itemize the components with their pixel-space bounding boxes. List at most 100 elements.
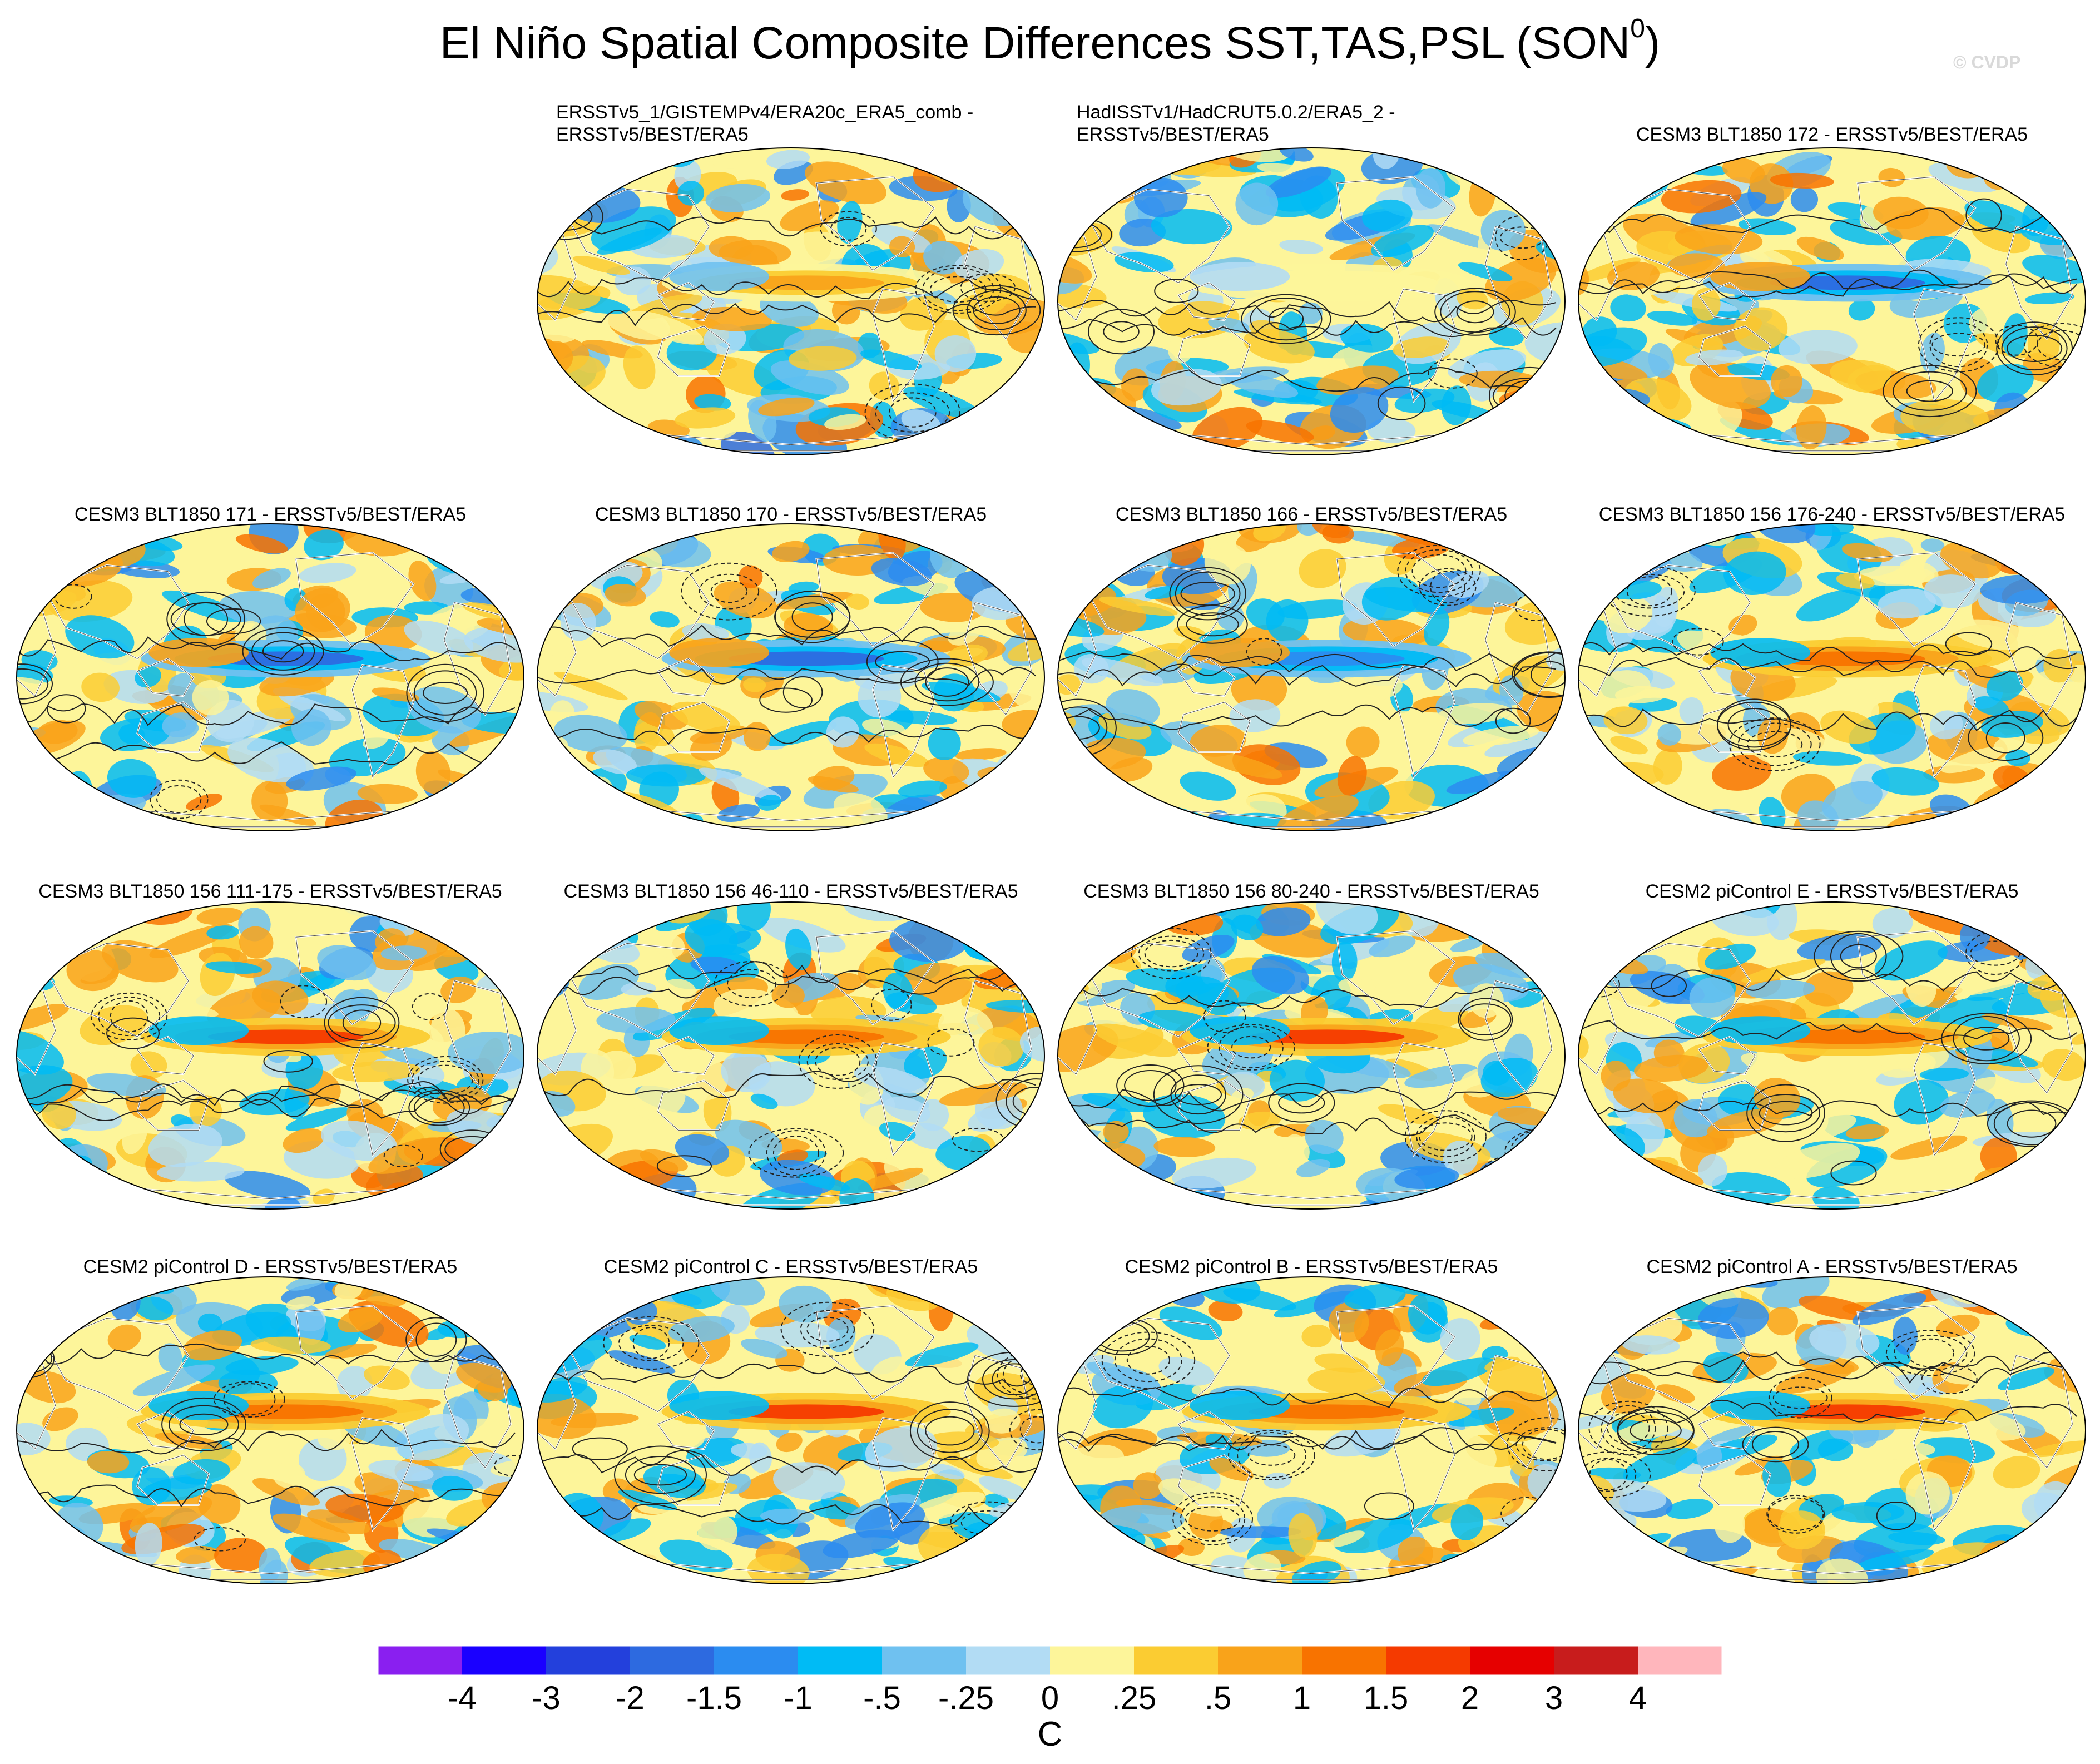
panel-title-line: CESM3 BLT1850 171 - ERSSTv5/BEST/ERA5 <box>74 504 467 525</box>
anomaly-blob <box>719 240 791 266</box>
psl-contour-line <box>537 961 1036 984</box>
anomaly-blob <box>476 539 523 583</box>
psl-contour-line <box>1578 642 2077 664</box>
panel-title-line: ERSSTv5_1/GISTEMPv4/ERA20c_ERA5_comb - <box>556 102 974 123</box>
psl-contour-negative <box>773 1136 819 1171</box>
anomaly-blob <box>1661 180 1742 214</box>
coastline <box>657 658 715 697</box>
anomaly-blob <box>122 1114 148 1154</box>
anomaly-blob <box>537 171 575 203</box>
anomaly-blob <box>1256 907 1311 936</box>
anomaly-blob <box>408 561 437 601</box>
psl-contour-positive <box>1514 652 1565 697</box>
psl-contour-negative <box>820 211 877 247</box>
psl-contour-positive <box>1434 288 1516 336</box>
colorbar-swatch <box>630 1646 715 1675</box>
colorbar-swatch <box>1470 1646 1554 1675</box>
psl-contour-negative <box>1480 1155 1542 1196</box>
anomaly-blob <box>864 743 929 767</box>
anomaly-blob <box>1069 148 1130 181</box>
anomaly-blob <box>18 1569 98 1584</box>
anomaly-blob <box>1553 1065 1565 1083</box>
anomaly-blob <box>176 1545 219 1564</box>
anomaly-blob <box>183 1330 242 1361</box>
anomaly-blob <box>1766 1307 1798 1336</box>
anomaly-blob <box>1083 800 1143 824</box>
anomaly-blob <box>1775 1364 1855 1394</box>
anomaly-blob <box>509 1148 524 1186</box>
map-border <box>1057 523 1566 831</box>
anomaly-blob <box>1143 807 1186 831</box>
coastline <box>1086 564 1230 659</box>
anomaly-blob <box>17 765 41 810</box>
anomaly-blob <box>1522 918 1565 953</box>
anomaly-blob <box>380 945 427 961</box>
psl-contour-positive <box>179 1413 229 1435</box>
map-field <box>1578 1277 2086 1584</box>
coastline <box>1698 1036 1756 1075</box>
anomaly-blob <box>1013 148 1044 174</box>
psl-contour-negative <box>1929 322 1988 368</box>
anomaly-blob <box>1582 316 1617 347</box>
psl-contour-positive <box>1278 1092 1325 1114</box>
anomaly-blob <box>1089 1159 1122 1185</box>
anomaly-blob <box>905 1277 975 1289</box>
anomaly-blob <box>650 611 680 628</box>
psl-contour-negative <box>412 993 448 1020</box>
anomaly-blob <box>206 925 239 940</box>
anomaly-blob <box>993 541 1024 561</box>
anomaly-blob <box>1613 1078 1678 1114</box>
anomaly-blob <box>928 727 961 760</box>
anomaly-blob <box>539 417 616 455</box>
anomaly-blob <box>903 387 981 419</box>
psl-contour-positive <box>1250 298 1323 341</box>
coastline <box>1336 1305 1455 1400</box>
coastline <box>1698 702 1771 752</box>
psl-contour-negative <box>1397 544 1481 598</box>
anomaly-blob <box>1582 949 1648 975</box>
psl-contour-line <box>1058 1114 1557 1136</box>
anomaly-blob <box>784 613 833 641</box>
psl-contour-positive <box>1840 944 1877 969</box>
coastline <box>1485 1355 1552 1469</box>
anomaly-blob <box>758 397 815 417</box>
anomaly-blob <box>537 148 593 157</box>
anomaly-blob <box>1533 1166 1565 1192</box>
anomaly-blob <box>776 1433 803 1453</box>
anomaly-blob <box>285 1296 315 1310</box>
anomaly-blob <box>1415 167 1446 209</box>
colorbar-swatch <box>1554 1646 1638 1675</box>
anomaly-blob <box>1798 1295 1872 1320</box>
anomaly-blob <box>107 1324 141 1351</box>
psl-contour-negative <box>1237 1432 1306 1478</box>
psl-contour-positive <box>1186 612 1239 637</box>
psl-contour-positive <box>1175 571 1241 616</box>
anomaly-blob <box>1614 686 1667 703</box>
anomaly-blob <box>738 565 763 589</box>
psl-contour-negative <box>798 1034 878 1089</box>
anomaly-blob <box>743 677 766 692</box>
anomaly-blob <box>1517 543 1565 559</box>
anomaly-blob <box>264 1196 302 1209</box>
anomaly-blob <box>556 148 585 161</box>
anomaly-blob <box>1900 399 1989 437</box>
anomaly-blob <box>1517 809 1565 830</box>
anomaly-blob <box>1604 923 1632 943</box>
anomaly-blob <box>1058 795 1123 831</box>
anomaly-blob <box>1378 1104 1440 1125</box>
psl-contour-positive <box>774 590 850 643</box>
psl-contour-positive <box>656 1155 712 1177</box>
anomaly-blob <box>1270 1458 1349 1475</box>
psl-contour-negative <box>748 1128 844 1178</box>
anomaly-blob <box>239 1089 310 1116</box>
coastline <box>872 1043 935 1156</box>
anomaly-blob <box>329 737 406 777</box>
anomaly-blob <box>1607 1546 1688 1572</box>
anomaly-blob <box>779 1285 833 1323</box>
anomaly-blob <box>1297 524 1323 536</box>
psl-contour-negative <box>915 265 1002 314</box>
anomaly-blob <box>1585 921 1627 962</box>
figure-title-text: El Niño Spatial Composite Differences SS… <box>439 18 1631 68</box>
psl-contour-negative <box>1767 1497 1824 1531</box>
psl-contour-negative <box>888 397 937 428</box>
